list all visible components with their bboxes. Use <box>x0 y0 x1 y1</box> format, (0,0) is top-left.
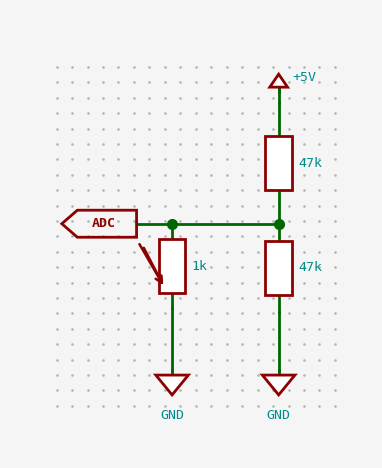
Text: 47k: 47k <box>298 261 322 274</box>
Bar <box>265 136 292 190</box>
Text: +5V: +5V <box>292 71 316 84</box>
Text: 47k: 47k <box>298 157 322 170</box>
Text: GND: GND <box>160 410 184 422</box>
Bar <box>265 241 292 295</box>
Polygon shape <box>270 74 288 87</box>
Polygon shape <box>262 375 295 395</box>
Polygon shape <box>156 375 188 395</box>
Text: GND: GND <box>267 410 291 422</box>
Bar <box>159 239 185 293</box>
Text: 1k: 1k <box>191 260 207 272</box>
Text: ADC: ADC <box>92 217 116 230</box>
